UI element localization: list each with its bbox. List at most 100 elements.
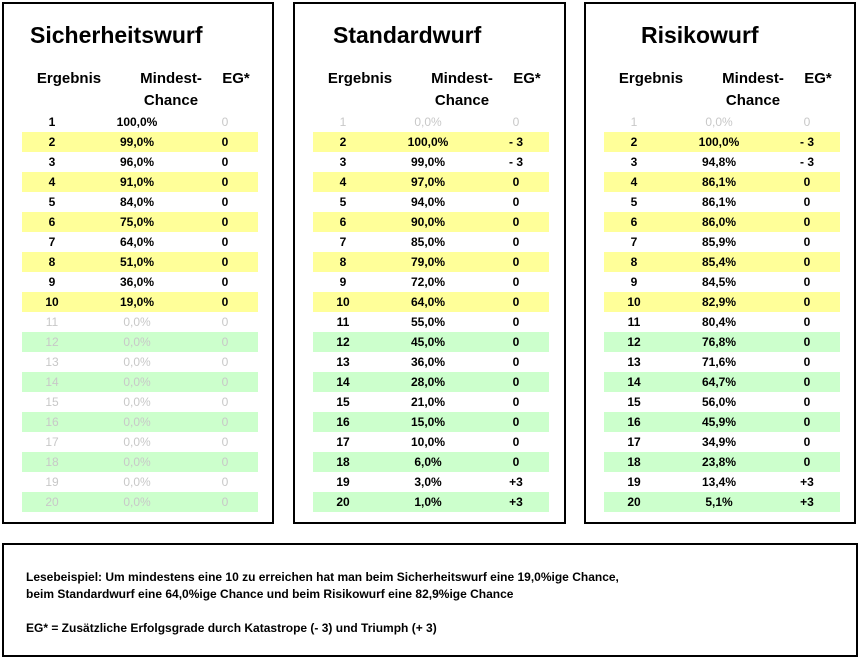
cell-mindest-chance: 90,0% <box>410 215 446 229</box>
cell-mindest-chance: 97,0% <box>410 175 446 189</box>
cell-eg: 0 <box>512 395 520 409</box>
cell-eg: 0 <box>512 115 520 129</box>
reading-example-line2: beim Standardwurf eine 64,0%ige Chance u… <box>26 587 514 601</box>
table-row: 20 5,1% +3 <box>604 492 840 512</box>
cell-ergebnis: 6 <box>630 215 638 229</box>
cell-ergebnis: 2 <box>48 135 56 149</box>
table-row: 18 23,8% 0 <box>604 452 840 472</box>
cell-eg: 0 <box>221 215 229 229</box>
cell-mindest-chance: 0,0% <box>123 335 151 349</box>
cell-eg: 0 <box>803 355 811 369</box>
cell-mindest-chance: 55,0% <box>410 315 446 329</box>
table-row: 20 1,0% +3 <box>313 492 549 512</box>
cell-eg: 0 <box>221 175 229 189</box>
header-mindest-line2: Chance <box>434 92 490 109</box>
cell-mindest-chance: 36,0% <box>119 275 155 289</box>
cell-mindest-chance: 84,0% <box>119 195 155 209</box>
cell-eg: +3 <box>509 495 523 509</box>
cell-ergebnis: 19 <box>45 475 59 489</box>
cell-mindest-chance: 100,0% <box>407 135 449 149</box>
cell-mindest-chance: 80,4% <box>701 315 737 329</box>
cell-eg: 0 <box>512 335 520 349</box>
cell-eg: 0 <box>803 215 811 229</box>
cell-eg: 0 <box>221 495 229 509</box>
table-row: 19 0,0% 0 <box>22 472 258 492</box>
cell-eg: 0 <box>803 275 811 289</box>
table-row: 8 85,4% 0 <box>604 252 840 272</box>
header-mindest-line1: Mindest- <box>431 70 493 87</box>
table-row: 3 99,0% - 3 <box>313 152 549 172</box>
cell-mindest-chance: 84,5% <box>701 275 737 289</box>
cell-ergebnis: 5 <box>339 195 347 209</box>
table-row: 9 36,0% 0 <box>22 272 258 292</box>
cell-mindest-chance: 0,0% <box>123 415 151 429</box>
cell-eg: 0 <box>803 335 811 349</box>
header-eg: EG* <box>513 70 541 87</box>
table-row: 15 56,0% 0 <box>604 392 840 412</box>
header-mindest-chance: Mindest- Chance <box>121 68 221 112</box>
table-row: 7 85,0% 0 <box>313 232 549 252</box>
cell-eg: 0 <box>221 415 229 429</box>
table-row: 13 0,0% 0 <box>22 352 258 372</box>
cell-mindest-chance: 0,0% <box>414 115 442 129</box>
table-row: 16 15,0% 0 <box>313 412 549 432</box>
cell-ergebnis: 7 <box>630 235 638 249</box>
cell-eg: 0 <box>221 275 229 289</box>
cell-ergebnis: 5 <box>630 195 638 209</box>
cell-mindest-chance: 85,0% <box>410 235 446 249</box>
table-body: 1 100,0% 0 2 99,0% 0 3 96,0% 0 4 91,0% 0 5 84,0% 0 6 75,… <box>22 112 258 512</box>
table-row: 3 94,8% - 3 <box>604 152 840 172</box>
cell-ergebnis: 12 <box>336 335 350 349</box>
cell-mindest-chance: 86,1% <box>701 175 737 189</box>
table-row: 5 84,0% 0 <box>22 192 258 212</box>
cell-mindest-chance: 64,0% <box>410 295 446 309</box>
cell-ergebnis: 8 <box>48 255 56 269</box>
cell-mindest-chance: 86,1% <box>701 195 737 209</box>
cell-ergebnis: 7 <box>48 235 56 249</box>
table-row: 10 64,0% 0 <box>313 292 549 312</box>
panel-title: Sicherheitswurf <box>30 22 203 48</box>
cell-ergebnis: 2 <box>339 135 347 149</box>
cell-ergebnis: 17 <box>627 435 641 449</box>
table-row: 15 0,0% 0 <box>22 392 258 412</box>
cell-mindest-chance: 51,0% <box>119 255 155 269</box>
cell-ergebnis: 11 <box>336 315 350 329</box>
cell-ergebnis: 10 <box>336 295 350 309</box>
table-row: 6 86,0% 0 <box>604 212 840 232</box>
table-row: 19 3,0% +3 <box>313 472 549 492</box>
cell-eg: 0 <box>221 395 229 409</box>
cell-eg: 0 <box>512 175 520 189</box>
table-row: 12 45,0% 0 <box>313 332 549 352</box>
cell-eg: 0 <box>512 195 520 209</box>
cell-mindest-chance: 21,0% <box>410 395 446 409</box>
cell-mindest-chance: 28,0% <box>410 375 446 389</box>
table-row: 2 100,0% - 3 <box>604 132 840 152</box>
table-row: 19 13,4% +3 <box>604 472 840 492</box>
cell-mindest-chance: 15,0% <box>410 415 446 429</box>
cell-ergebnis: 20 <box>627 495 641 509</box>
cell-mindest-chance: 94,0% <box>410 195 446 209</box>
cell-ergebnis: 12 <box>45 335 59 349</box>
header-mindest-line1: Mindest- <box>722 70 784 87</box>
table-row: 13 71,6% 0 <box>604 352 840 372</box>
cell-ergebnis: 1 <box>48 115 56 129</box>
cell-eg: +3 <box>800 495 814 509</box>
cell-eg: 0 <box>803 295 811 309</box>
cell-ergebnis: 8 <box>630 255 638 269</box>
cell-ergebnis: 1 <box>339 115 347 129</box>
table-row: 17 0,0% 0 <box>22 432 258 452</box>
header-ergebnis: Ergebnis <box>36 70 102 87</box>
cell-eg: 0 <box>512 435 520 449</box>
cell-ergebnis: 3 <box>48 155 56 169</box>
cell-mindest-chance: 45,0% <box>410 335 446 349</box>
table-row: 1 0,0% 0 <box>604 112 840 132</box>
cell-eg: 0 <box>803 255 811 269</box>
cell-mindest-chance: 100,0% <box>116 115 158 129</box>
panel-standardwurf: Standardwurf Ergebnis Mindest- Chance EG… <box>293 2 566 524</box>
cell-mindest-chance: 10,0% <box>410 435 446 449</box>
cell-mindest-chance: 0,0% <box>123 395 151 409</box>
cell-eg: 0 <box>803 375 811 389</box>
cell-eg: 0 <box>221 315 229 329</box>
table-row: 16 0,0% 0 <box>22 412 258 432</box>
cell-mindest-chance: 94,8% <box>701 155 737 169</box>
